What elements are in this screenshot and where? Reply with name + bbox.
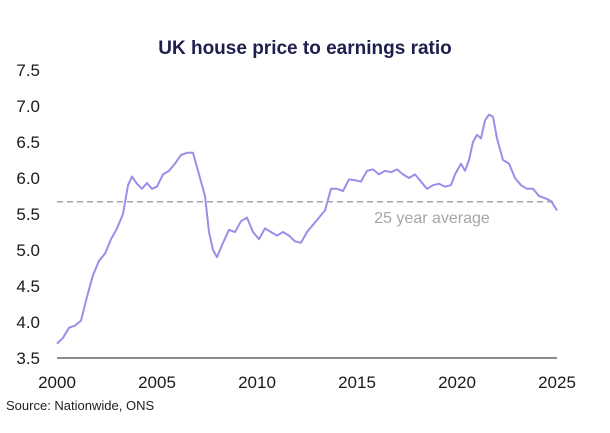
y-tick-label: 6.5 xyxy=(16,133,40,152)
x-tick-label: 2025 xyxy=(538,373,576,392)
x-axis-ticks: 2000 2005 2010 2015 2020 2025 xyxy=(38,373,576,392)
y-tick-label: 4.0 xyxy=(16,313,40,332)
y-tick-label: 3.5 xyxy=(16,349,40,368)
y-tick-label: 6.0 xyxy=(16,169,40,188)
chart-title: UK house price to earnings ratio xyxy=(158,38,452,59)
source-note: Source: Nationwide, ONS xyxy=(6,398,155,413)
y-tick-label: 5.0 xyxy=(16,241,40,260)
x-tick-label: 2020 xyxy=(438,373,476,392)
y-tick-label: 7.0 xyxy=(16,97,40,116)
x-tick-label: 2015 xyxy=(338,373,376,392)
y-axis-ticks: 3.5 4.0 4.5 5.0 5.5 6.0 6.5 7.0 7.5 xyxy=(16,61,40,368)
y-tick-label: 7.5 xyxy=(16,61,40,80)
x-tick-label: 2005 xyxy=(138,373,176,392)
y-tick-label: 5.5 xyxy=(16,205,40,224)
x-tick-label: 2010 xyxy=(238,373,276,392)
x-tick-label: 2000 xyxy=(38,373,76,392)
series-line-price-to-earnings xyxy=(56,113,558,345)
average-line-label: 25 year average xyxy=(374,210,490,227)
y-tick-label: 4.5 xyxy=(16,277,40,296)
